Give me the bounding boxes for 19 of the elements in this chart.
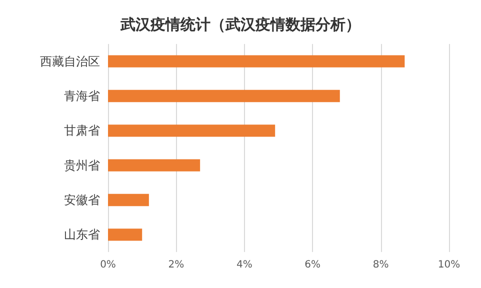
y-tick-label: 甘肃省 (64, 124, 100, 138)
x-tick-label: 4% (236, 260, 252, 270)
y-tick-label: 青海省 (64, 89, 100, 103)
x-tick-label: 6% (304, 260, 321, 270)
y-tick-label: 西藏自治区 (40, 54, 100, 68)
bar (108, 55, 405, 68)
x-tick-label: 0% (100, 260, 116, 270)
bar (108, 90, 340, 102)
x-tick-label: 10% (438, 260, 460, 270)
x-tick-label: 2% (168, 260, 184, 270)
y-tick-label: 山东省 (64, 228, 100, 242)
y-tick-label: 贵州省 (64, 158, 100, 172)
bar (108, 124, 276, 137)
bar (108, 159, 200, 172)
y-tick-label: 安徽省 (64, 193, 100, 207)
bar (108, 228, 142, 241)
x-tick-label: 8% (372, 260, 389, 270)
chart-title: 武汉疫情统计（武汉疫情数据分析） (120, 16, 360, 34)
bar (108, 194, 149, 206)
